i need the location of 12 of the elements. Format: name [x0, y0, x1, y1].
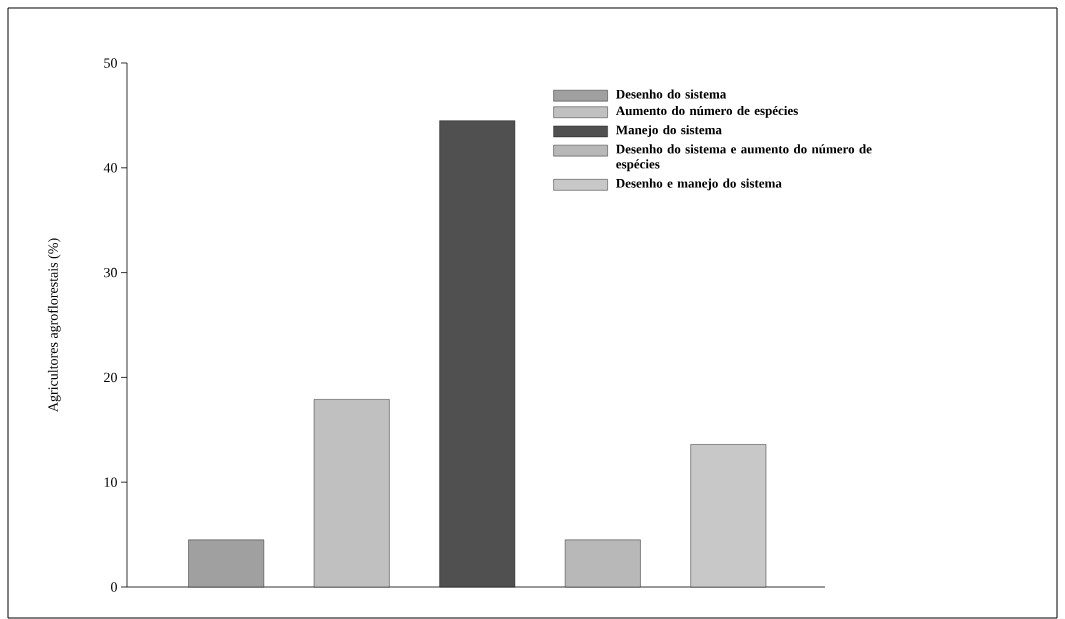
- y-tick-label: 10: [104, 477, 117, 487]
- y-tick-label: 0: [111, 582, 117, 592]
- y-tick-label: 20: [104, 372, 117, 383]
- y-tick-label: 50: [104, 58, 117, 68]
- legend-label: Aumento do número de espécies: [615, 105, 798, 118]
- y-tick-label: 30: [104, 267, 117, 278]
- y-axis-title: Agricultores agroflorestais (%): [47, 238, 61, 412]
- legend-label: Desenho e manejo do sistema: [616, 178, 782, 191]
- legend-label: Manejo do sistema: [616, 125, 722, 137]
- y-tick-label: 40: [103, 163, 117, 173]
- legend-label: Desenho do sistema: [616, 89, 727, 99]
- legend-label: Desenho do sistema e aumento do número de espécies: [616, 144, 872, 172]
